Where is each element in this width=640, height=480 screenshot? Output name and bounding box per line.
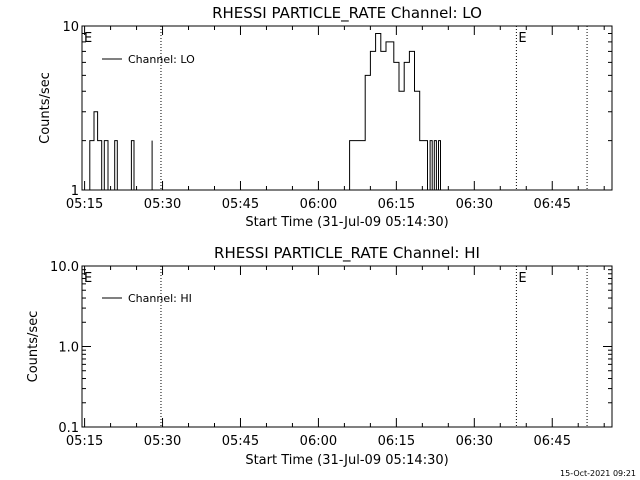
- y-axis-label: Counts/sec: [38, 72, 53, 144]
- y-tick-label: 1: [71, 184, 79, 199]
- series-line: [114, 140, 118, 190]
- chart-title: RHESSI PARTICLE_RATE Channel: LO: [212, 4, 482, 23]
- series-line: [130, 140, 135, 190]
- x-tick-label: 05:30: [144, 434, 181, 449]
- x-tick-label: 06:00: [300, 434, 337, 449]
- series-line: [103, 140, 109, 190]
- x-tick-label: 05:15: [66, 434, 103, 449]
- x-tick-label: 05:45: [222, 434, 259, 449]
- x-axis-label: Start Time (31-Jul-09 05:14:30): [245, 215, 448, 230]
- x-tick-label: 05:30: [144, 197, 181, 212]
- series-line: [89, 111, 103, 190]
- y-axis-label: Counts/sec: [26, 311, 41, 383]
- event-marker-label: E: [84, 271, 92, 286]
- plot-frame: [81, 25, 613, 191]
- chart-panel-2: RHESSI PARTICLE_RATE Channel: HI 0.1 1.0 10…: [26, 244, 613, 468]
- x-tick-label: 06:15: [378, 197, 415, 212]
- series-line: [429, 140, 433, 190]
- legend-entry: Channel: LO: [128, 53, 195, 66]
- x-tick-label: 06:30: [456, 197, 493, 212]
- x-tick-label: 06:15: [378, 434, 415, 449]
- y-tick-label: 0.1: [58, 421, 79, 436]
- footer-timestamp: 15-Oct-2021 09:21: [560, 469, 636, 478]
- series-line: [349, 33, 428, 190]
- x-tick-label: 06:00: [300, 197, 337, 212]
- x-axis-label: Start Time (31-Jul-09 05:14:30): [245, 453, 448, 468]
- y-tick-label: 10: [62, 20, 79, 35]
- event-marker-label: E: [518, 31, 526, 46]
- y-tick-label: 1.0: [58, 341, 79, 356]
- y-tick-label: 10.0: [50, 260, 79, 275]
- x-tick-label: 05:15: [66, 197, 103, 212]
- series-line: [438, 140, 441, 190]
- plot-frame: [81, 265, 613, 428]
- chart-panel-1: RHESSI PARTICLE_RATE Channel: LO 1 10 05:15…: [38, 4, 613, 230]
- legend-entry: Channel: HI: [128, 292, 192, 305]
- x-tick-label: 06:45: [534, 434, 571, 449]
- chart-title: RHESSI PARTICLE_RATE Channel: HI: [214, 244, 480, 263]
- event-marker-label: E: [84, 31, 92, 46]
- x-tick-label: 06:30: [456, 434, 493, 449]
- series-line: [433, 140, 437, 190]
- event-marker-label: E: [518, 271, 526, 286]
- x-tick-label: 06:45: [534, 197, 571, 212]
- x-tick-label: 05:45: [222, 197, 259, 212]
